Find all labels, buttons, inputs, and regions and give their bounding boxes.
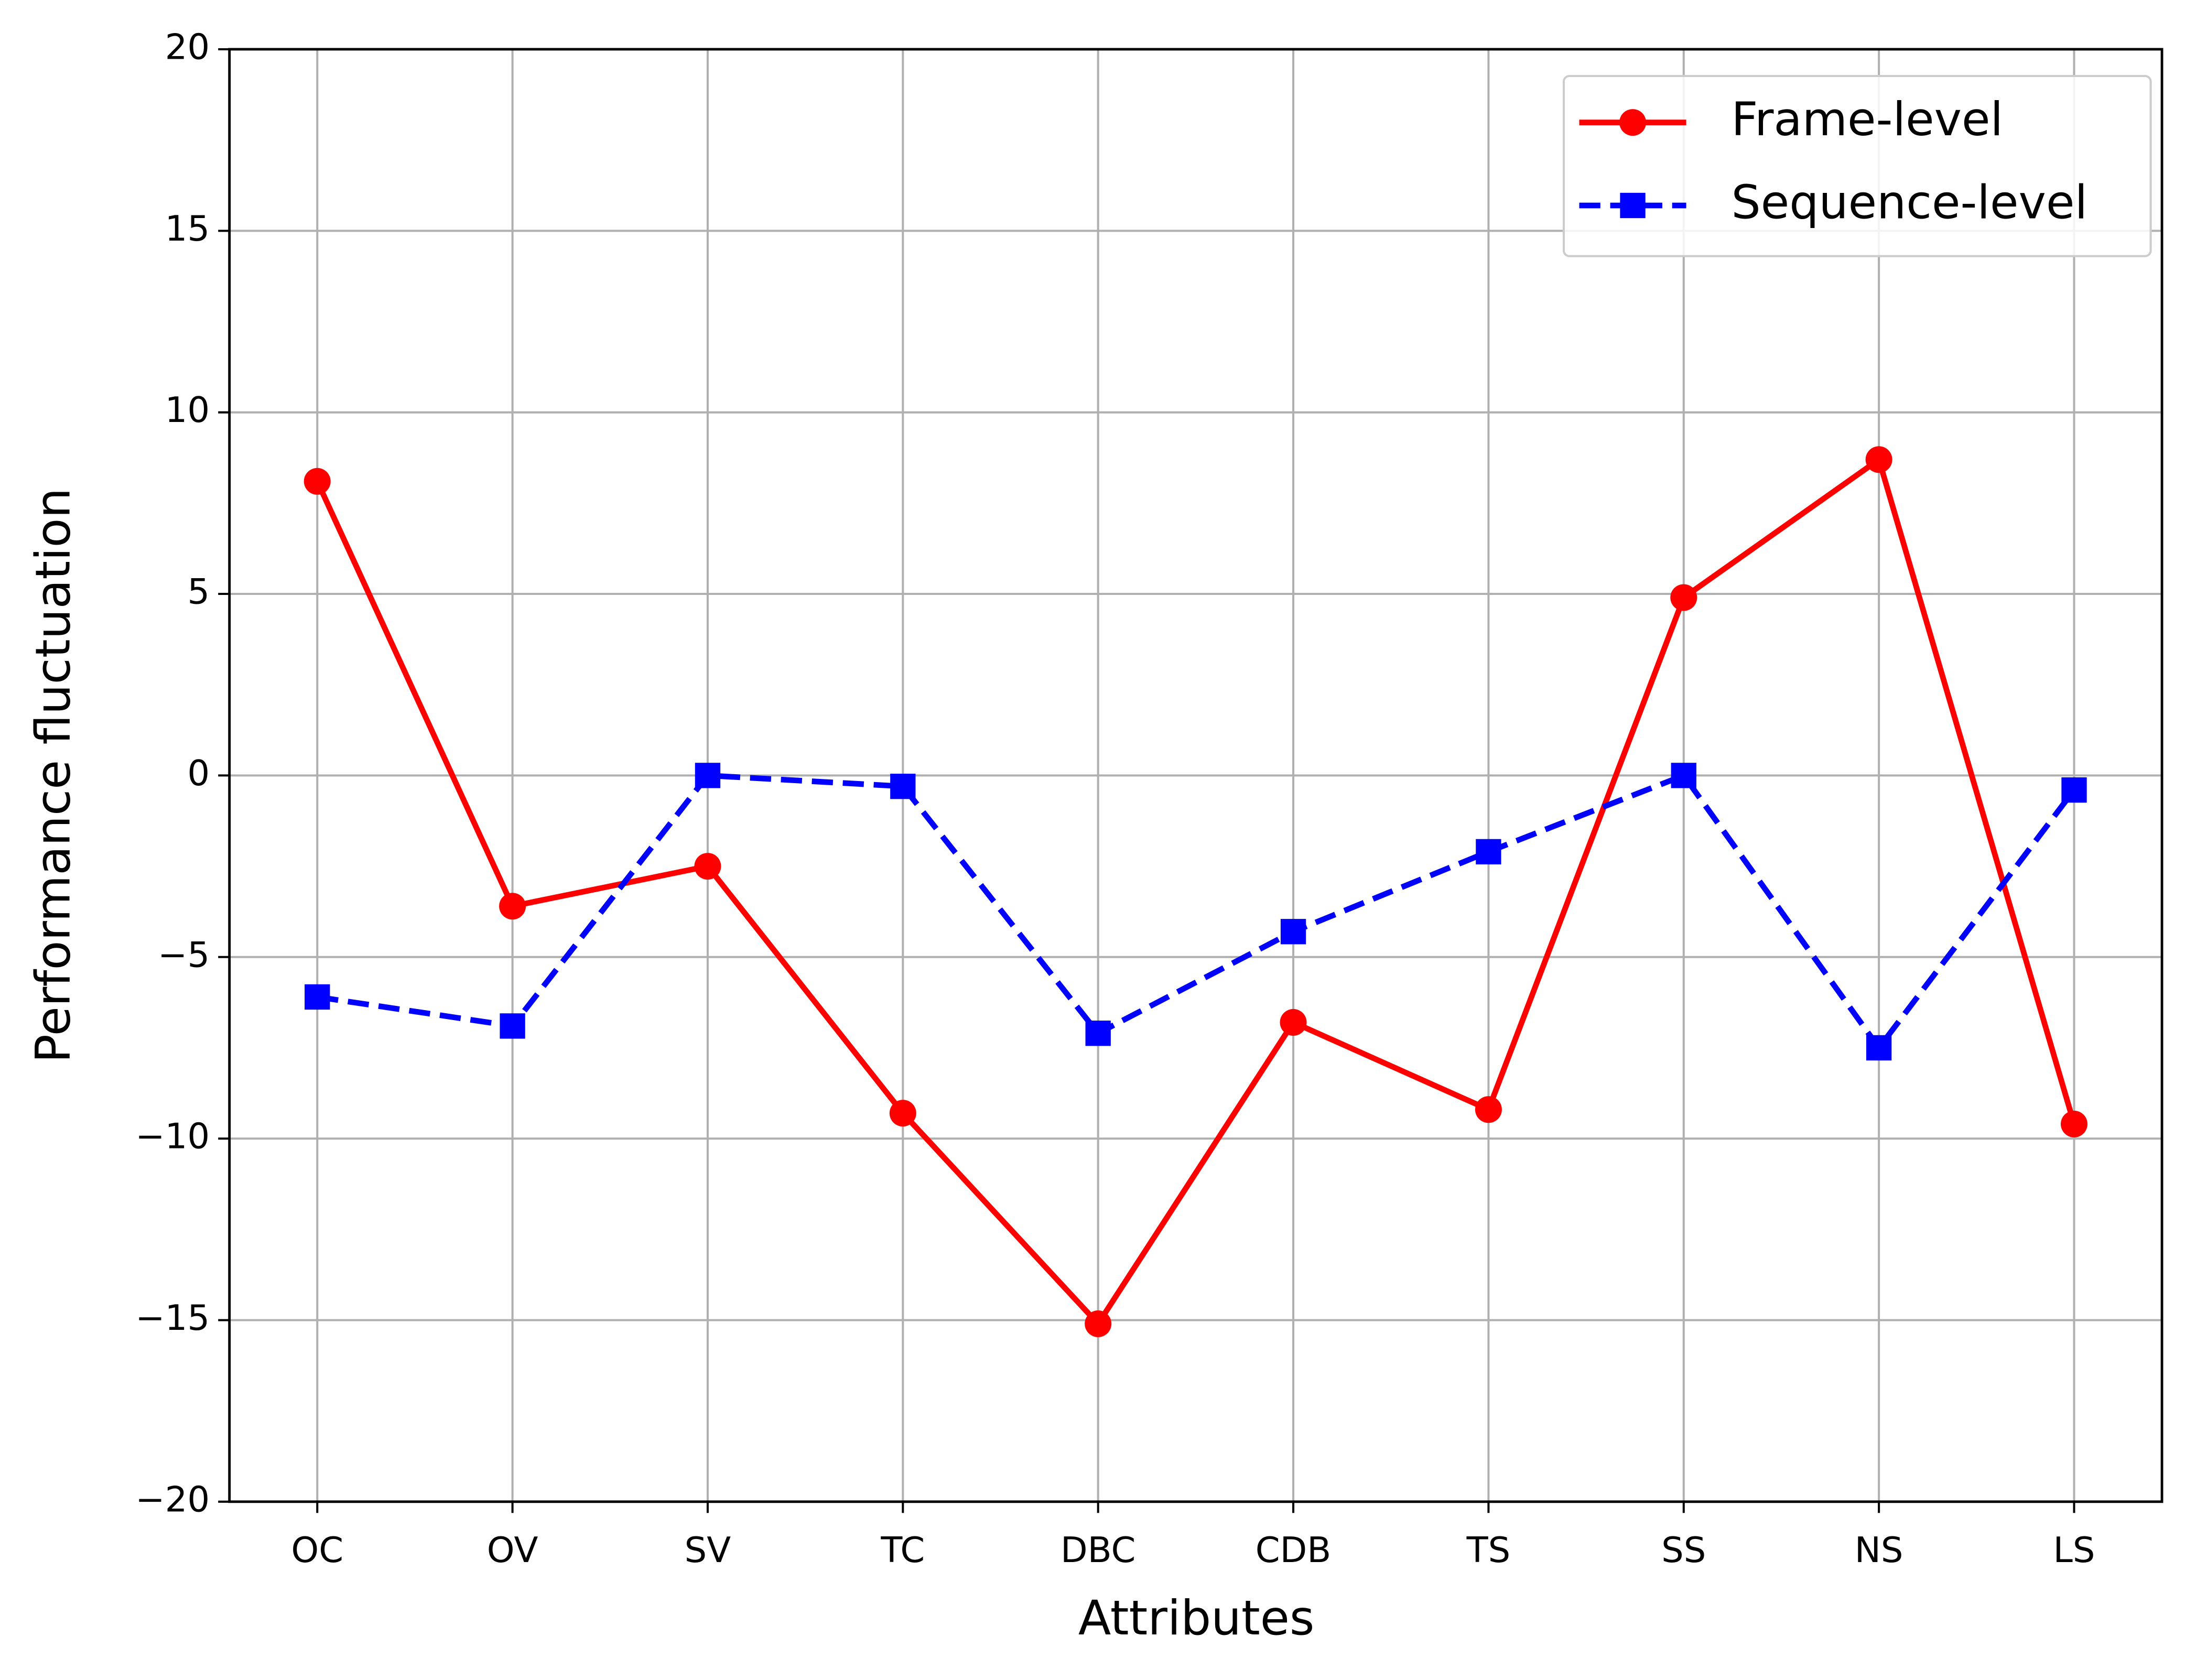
y-tick-label: 15: [165, 208, 210, 249]
data-point: [304, 468, 331, 495]
data-point: [1475, 1096, 1502, 1123]
x-tick-label: SS: [1661, 1530, 1706, 1570]
y-tick-label: 10: [165, 389, 210, 430]
y-tick-label: 20: [165, 27, 210, 68]
data-point: [305, 984, 330, 1010]
legend-marker: [1620, 192, 1646, 219]
data-point: [2061, 777, 2087, 803]
x-tick-label: OV: [487, 1530, 538, 1570]
y-tick-label: −5: [158, 934, 210, 975]
data-point: [1670, 584, 1697, 611]
y-axis-label: Performance fluctuation: [25, 488, 81, 1063]
data-point: [890, 774, 916, 799]
x-tick-label: SV: [685, 1530, 731, 1570]
x-tick-label: OC: [291, 1530, 343, 1570]
x-tick-label: NS: [1855, 1530, 1903, 1570]
data-point: [1280, 919, 1306, 945]
legend-marker: [1619, 109, 1647, 136]
x-tick-label: TC: [880, 1530, 925, 1570]
y-tick-label: −15: [135, 1297, 210, 1338]
x-tick-label: LS: [2053, 1530, 2095, 1570]
series-line: [317, 772, 2076, 1053]
series-line: [315, 455, 2077, 1329]
x-tick-label: DBC: [1061, 1530, 1135, 1570]
y-tick-label: 5: [187, 571, 210, 612]
data-point: [1476, 839, 1501, 865]
x-axis-label: Attributes: [1078, 1590, 1315, 1646]
y-tick-label: −10: [135, 1116, 210, 1157]
data-point: [1085, 1310, 1112, 1337]
plot-frame: [228, 48, 2163, 1503]
data-point: [1865, 446, 1892, 473]
y-tick-label: −20: [135, 1479, 210, 1520]
data-point: [1085, 1021, 1111, 1046]
legend-box: [1562, 74, 2152, 257]
data-point: [889, 1100, 916, 1127]
y-tick-label: 0: [187, 753, 210, 794]
x-tick-label: TS: [1466, 1530, 1511, 1570]
data-point: [2060, 1110, 2088, 1137]
data-point: [694, 853, 721, 880]
x-tick-label: CDB: [1256, 1530, 1332, 1570]
data-point: [500, 1013, 525, 1039]
legend-label: Sequence-level: [1731, 175, 2087, 229]
legend-label: Frame-level: [1731, 92, 2003, 146]
data-point: [1866, 1035, 1892, 1061]
data-point: [1671, 763, 1696, 788]
data-point: [499, 893, 526, 920]
data-point: [695, 763, 721, 788]
data-point: [1280, 1009, 1307, 1036]
